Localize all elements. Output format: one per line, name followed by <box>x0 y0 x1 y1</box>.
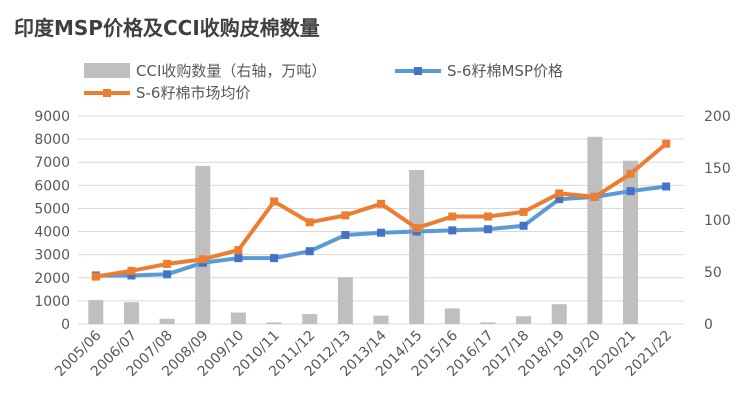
bar-cci <box>551 304 567 324</box>
bar-cci <box>373 315 389 324</box>
bar-cci <box>516 316 532 324</box>
y-left-tick: 4000 <box>34 225 70 241</box>
bar-cci <box>230 312 246 324</box>
legend-item-cci: CCI收购数量（右轴，万吨） <box>84 60 326 81</box>
point-msp <box>377 228 385 237</box>
point-market <box>483 212 492 221</box>
bar-cci <box>88 300 104 324</box>
legend-label-cci: CCI收购数量（右轴，万吨） <box>136 62 327 80</box>
y-left-tick: 3000 <box>34 248 70 264</box>
point-market <box>198 255 207 264</box>
point-msp <box>555 195 564 204</box>
y-left-tick: 0 <box>61 317 70 333</box>
chart-title: 印度MSP价格及CCI收购皮棉数量 <box>14 16 320 40</box>
point-msp <box>662 182 671 191</box>
bar-cci <box>302 314 318 324</box>
point-msp <box>234 254 243 263</box>
bar-cci <box>444 308 460 324</box>
y-left-tick: 8000 <box>34 132 70 148</box>
point-market <box>519 207 528 216</box>
y-left-tick: 7000 <box>34 155 70 171</box>
point-market <box>377 199 385 208</box>
bar-cci <box>587 136 603 324</box>
point-market <box>163 259 172 268</box>
bar-cci <box>409 170 425 324</box>
point-msp <box>483 225 492 234</box>
y-left-tick: 1000 <box>34 294 70 310</box>
bar-cci <box>266 322 282 324</box>
legend-item-msp: S-6籽棉MSP价格 <box>395 60 563 81</box>
point-market <box>412 224 421 233</box>
y-left-tick: 9000 <box>34 109 70 125</box>
legend-label-market: S-6籽棉市场均价 <box>136 84 251 102</box>
point-msp <box>270 254 279 263</box>
bar-cci <box>195 165 211 324</box>
point-msp <box>341 231 350 240</box>
point-msp <box>626 187 635 196</box>
bar-cci <box>159 318 175 324</box>
point-msp <box>519 221 528 230</box>
y-right-tick: 100 <box>704 213 731 229</box>
y-right-tick: 0 <box>704 317 713 333</box>
point-market <box>590 192 599 201</box>
bar-cci <box>480 322 496 324</box>
point-market <box>91 272 100 281</box>
point-market <box>341 211 350 220</box>
bar-cci <box>623 160 639 324</box>
point-market <box>270 197 279 206</box>
point-market <box>662 139 671 148</box>
point-market <box>448 212 457 221</box>
legend-label-msp: S-6籽棉MSP价格 <box>447 62 563 80</box>
legend-swatch-msp <box>395 64 441 78</box>
point-market <box>626 169 635 178</box>
bar-cci <box>123 302 139 324</box>
point-msp <box>305 247 314 256</box>
legend-item-market: S-6籽棉市场均价 <box>84 82 250 103</box>
y-right-tick: 50 <box>704 265 722 281</box>
y-left-tick: 5000 <box>34 201 70 217</box>
y-left-tick: 2000 <box>34 271 70 287</box>
y-right-tick: 150 <box>704 161 731 177</box>
y-right-tick: 200 <box>704 109 731 125</box>
point-market <box>555 189 564 198</box>
bar-cci <box>337 277 353 324</box>
point-msp <box>163 270 172 279</box>
point-market <box>127 266 136 275</box>
legend-swatch-cci <box>84 63 130 78</box>
point-msp <box>448 226 457 235</box>
y-left-tick: 6000 <box>34 178 70 194</box>
point-market <box>234 246 243 255</box>
point-msp <box>127 271 136 280</box>
point-market <box>305 218 314 227</box>
legend-swatch-market <box>84 86 130 100</box>
line-market <box>95 142 668 279</box>
